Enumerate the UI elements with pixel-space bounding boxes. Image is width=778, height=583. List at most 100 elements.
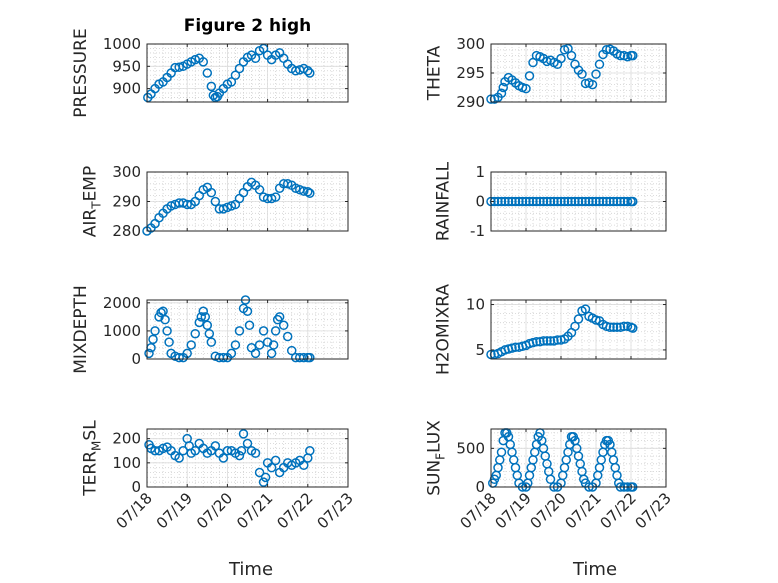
y-axis-label: MIXDEPTH xyxy=(71,285,91,374)
y-tick-label: 280 xyxy=(112,222,141,240)
data-point xyxy=(594,59,605,70)
data-point xyxy=(254,184,265,195)
data-point xyxy=(628,196,638,207)
data-point xyxy=(202,320,213,331)
y-tick-label: 950 xyxy=(112,57,141,75)
y-tick-label: 300 xyxy=(112,163,141,181)
data-point xyxy=(196,312,207,322)
data-point xyxy=(204,328,215,339)
y-tick-label: 0 xyxy=(131,478,141,496)
data-point xyxy=(615,196,626,207)
data-point xyxy=(615,50,626,61)
y-tick-label: 0 xyxy=(475,478,485,496)
data-point xyxy=(148,334,158,345)
data-point xyxy=(190,328,200,339)
data-point xyxy=(305,446,315,456)
data-point xyxy=(514,196,524,207)
data-point xyxy=(186,340,196,350)
subplot-pressure: 900 950 1000 PRESSURE Figure 2 high xyxy=(71,16,349,118)
data-point xyxy=(156,307,166,318)
data-point xyxy=(531,196,542,207)
data-point xyxy=(601,196,612,207)
data-point xyxy=(144,348,154,359)
data-point xyxy=(531,337,542,347)
data-point xyxy=(612,196,622,207)
data-point xyxy=(510,196,521,207)
data-point xyxy=(594,196,605,207)
data-point xyxy=(202,68,213,78)
data-point xyxy=(254,467,265,478)
data-point xyxy=(254,340,265,350)
data-point xyxy=(218,453,229,463)
data-point xyxy=(286,345,297,356)
data-point xyxy=(496,447,507,457)
x-axis-label-right: Time xyxy=(572,559,617,580)
data-point xyxy=(570,321,580,332)
y-tick-label: 200 xyxy=(112,430,141,448)
data-point xyxy=(305,68,315,78)
y-tick-label: 500 xyxy=(456,439,485,457)
data-point xyxy=(230,340,241,350)
subplot-rainfall: -1 0 1 RAINFALL xyxy=(434,161,667,241)
data-point xyxy=(162,326,172,336)
y-tick-label: 290 xyxy=(112,193,141,211)
data-points xyxy=(486,43,638,104)
axes-box xyxy=(146,43,349,103)
data-point xyxy=(226,348,237,359)
data-point xyxy=(305,352,315,363)
data-point xyxy=(266,462,277,473)
data-point xyxy=(244,320,255,331)
data-point xyxy=(503,196,514,207)
data-point xyxy=(528,196,538,207)
data-point xyxy=(174,62,184,72)
data-point xyxy=(270,326,281,336)
data-point xyxy=(591,196,601,207)
data-point xyxy=(250,53,261,64)
data-point xyxy=(598,196,608,207)
data-point xyxy=(573,314,584,324)
data-point xyxy=(305,188,315,198)
data-point xyxy=(542,336,552,346)
x-axis-label-left: Time xyxy=(228,559,273,580)
data-point xyxy=(174,352,184,363)
data-point xyxy=(260,472,271,483)
data-point xyxy=(278,320,289,331)
y-tick-label: 295 xyxy=(456,64,485,82)
data-point xyxy=(198,57,209,67)
y-tick-label: 5 xyxy=(475,341,485,359)
data-point xyxy=(250,448,261,458)
y-axis-label: AIRTEMP xyxy=(80,166,103,237)
y-tick-label: 0 xyxy=(475,193,485,211)
data-point xyxy=(507,196,517,207)
subplot-h2omixra: 5 10 H2OMIXRA xyxy=(434,284,667,375)
axes-box xyxy=(146,299,349,360)
data-point xyxy=(587,196,598,207)
data-point xyxy=(521,196,531,207)
data-points xyxy=(142,177,315,236)
data-point xyxy=(234,63,245,74)
data-point xyxy=(160,314,170,325)
data-point xyxy=(200,312,211,322)
y-axis-label: TERRMSL xyxy=(80,420,103,497)
data-point xyxy=(250,348,261,359)
data-point xyxy=(556,53,566,64)
data-point xyxy=(234,326,245,336)
data-point xyxy=(258,477,269,487)
data-point xyxy=(628,323,638,333)
data-point xyxy=(206,81,217,92)
data-point xyxy=(524,196,535,207)
data-point xyxy=(545,474,556,485)
data-point xyxy=(496,88,507,99)
y-tick-label: 1 xyxy=(475,163,485,181)
y-tick-label: 0 xyxy=(131,350,141,368)
data-points xyxy=(486,196,638,207)
data-points xyxy=(486,304,638,360)
data-point xyxy=(226,77,237,87)
data-point xyxy=(299,186,309,196)
data-point xyxy=(573,196,584,207)
data-point xyxy=(612,322,622,332)
data-point xyxy=(605,196,615,207)
y-tick-label: 300 xyxy=(456,35,485,53)
